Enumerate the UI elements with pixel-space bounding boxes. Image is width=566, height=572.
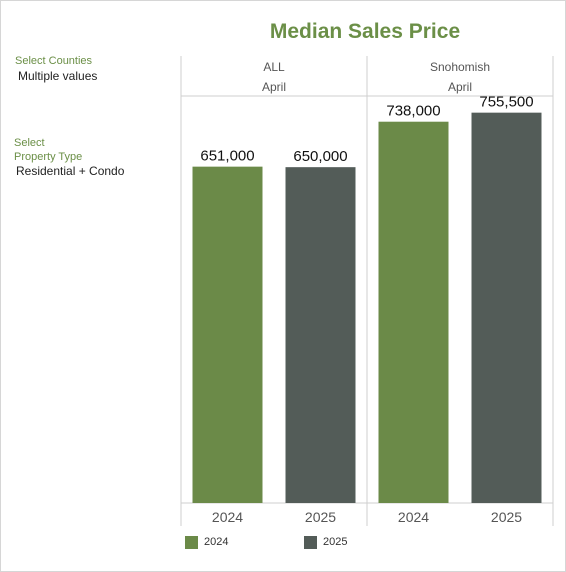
legend-label-2025: 2025	[323, 536, 348, 548]
legend-label-2024: 2024	[204, 536, 229, 548]
x-tick-label-all-2025: 2025	[305, 509, 336, 525]
data-label-all-2024: 651,000	[200, 148, 254, 165]
select-property-type-label-line1: Select	[14, 137, 45, 149]
panel-header-all: ALL	[263, 60, 285, 74]
bar-snohomish-2025[interactable]	[471, 112, 542, 504]
panel-header-snohomish: Snohomish	[430, 60, 490, 74]
x-tick-label-all-2024: 2024	[212, 509, 243, 525]
select-property-type-label-line2: Property Type	[14, 151, 83, 163]
x-tick-label-snohomish-2025: 2025	[491, 509, 522, 525]
counties-filter-value[interactable]: Multiple values	[18, 69, 98, 83]
bar-all-2025[interactable]	[285, 167, 356, 503]
chart-title: Median Sales Price	[269, 20, 461, 43]
property-type-filter-value[interactable]: Residential + Condo	[16, 164, 125, 178]
legend-swatch-2025	[304, 535, 317, 549]
data-label-all-2025: 650,000	[293, 148, 347, 165]
bar-snohomish-2024[interactable]	[378, 121, 449, 503]
panel-month-all: April	[262, 80, 286, 94]
data-label-snohomish-2024: 738,000	[386, 103, 440, 120]
legend-swatch-2024	[185, 535, 198, 549]
bar-all-2024[interactable]	[192, 166, 263, 503]
legend-item-2025[interactable]: 2025	[304, 535, 347, 549]
data-label-snohomish-2025: 755,500	[479, 94, 533, 111]
panel-month-snohomish: April	[448, 80, 472, 94]
legend-item-2024[interactable]: 2024	[185, 535, 228, 549]
x-tick-label-snohomish-2024: 2024	[398, 509, 429, 525]
select-counties-label: Select Counties	[15, 55, 93, 67]
